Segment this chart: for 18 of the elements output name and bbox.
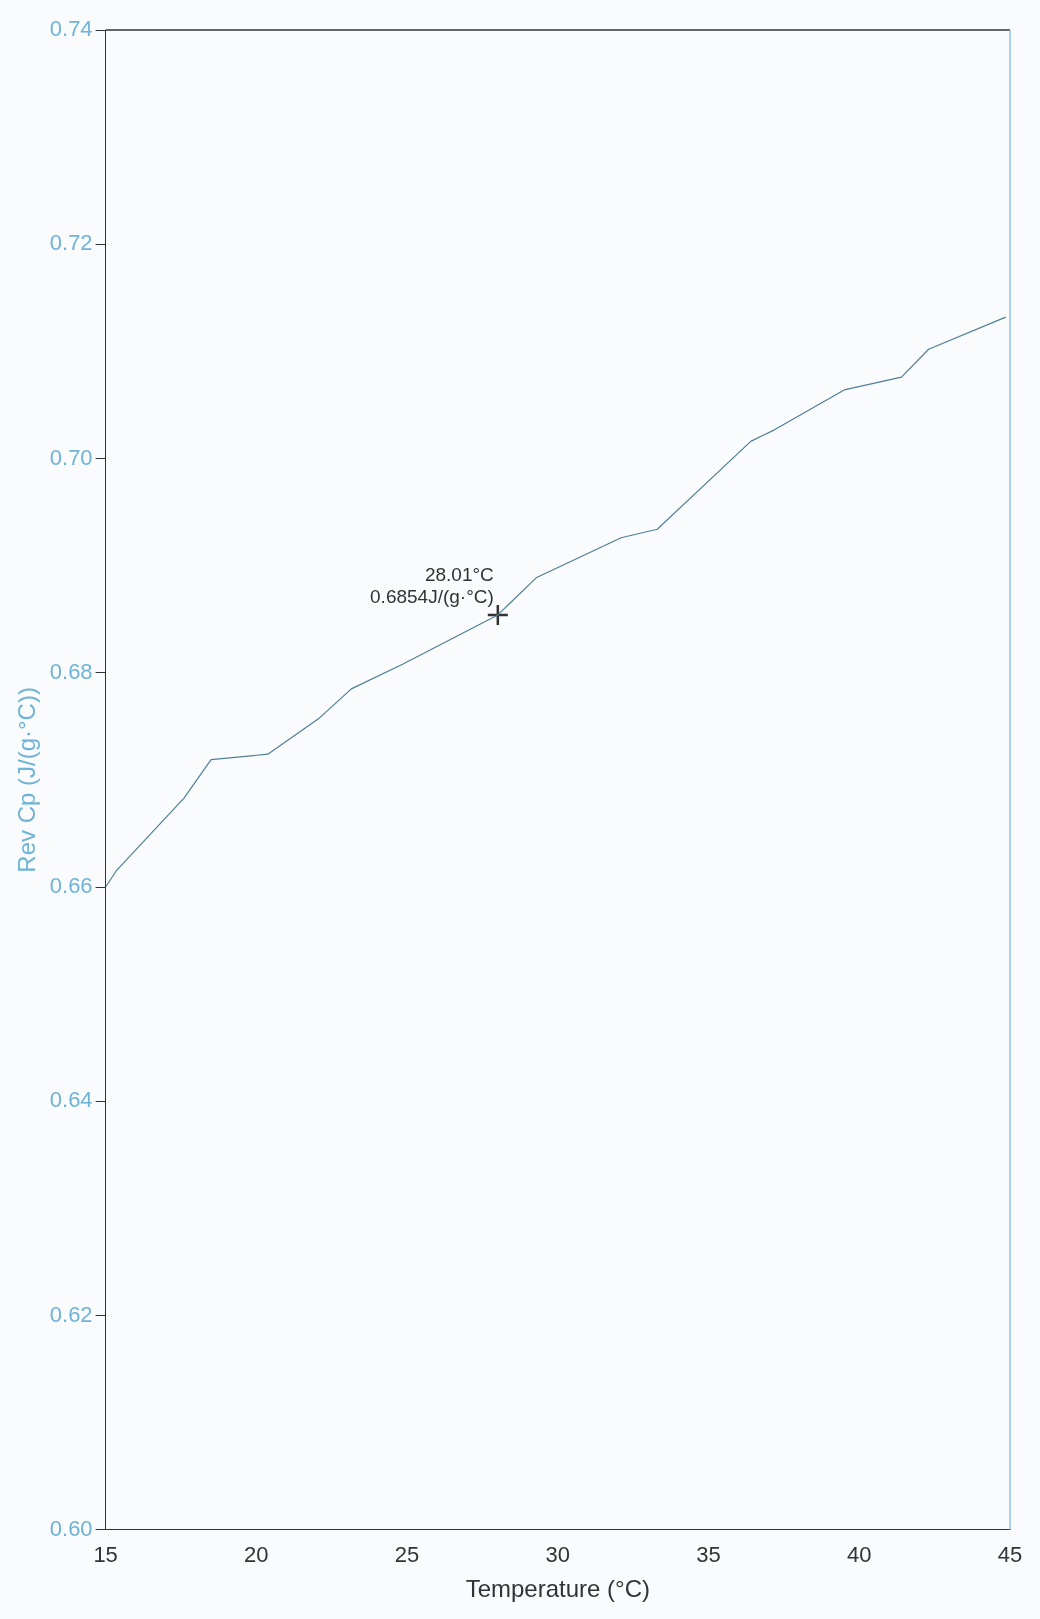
y-tick-label: 0.62 [49, 1301, 93, 1327]
x-tick-label: 15 [93, 1542, 118, 1568]
x-tick-label: 35 [696, 1542, 721, 1568]
x-tick-label: 30 [545, 1542, 571, 1568]
x-tick-label: 25 [394, 1542, 420, 1568]
x-tick-label: 20 [244, 1542, 269, 1568]
x-tick-label: 40 [847, 1542, 872, 1568]
annotation: 28.01°C 0.6854J/(g·°C) [370, 563, 494, 607]
x-tick-label: 45 [997, 1542, 1023, 1568]
y-tick-label: 0.64 [49, 1087, 93, 1113]
y-tick-label: 0.74 [49, 16, 93, 42]
y-axis-title: Rev Cp (J/(g·°C)) [13, 687, 41, 873]
y-tick-label: 0.66 [49, 873, 93, 899]
y-tick-label: 0.60 [49, 1515, 93, 1541]
y-tick-label: 0.72 [49, 230, 93, 256]
y-tick-label: 0.70 [49, 444, 93, 470]
y-tick-label: 0.68 [49, 658, 93, 684]
x-axis-title: Temperature (°C) [465, 1575, 650, 1603]
